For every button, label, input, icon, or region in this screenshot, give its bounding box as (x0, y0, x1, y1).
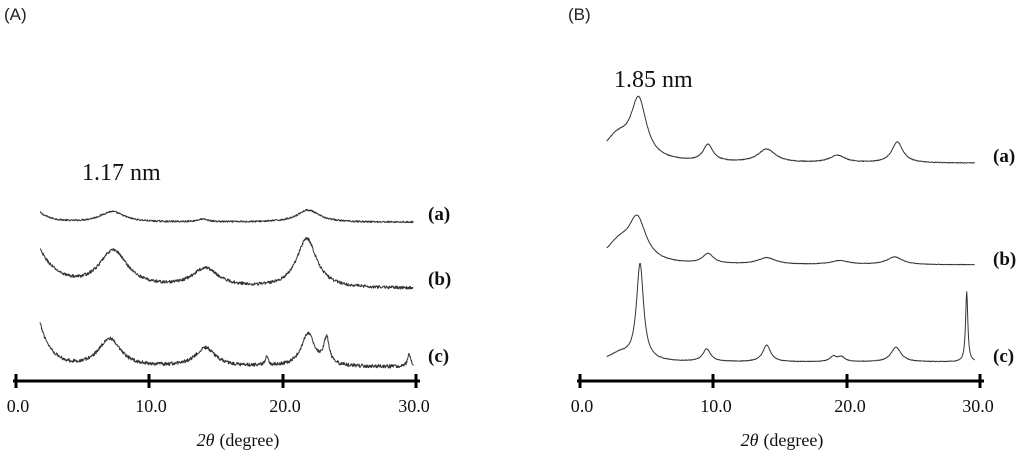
panel-a-trace-a (39, 208, 414, 224)
panel-a-tick-label-10: 10.0 (135, 396, 167, 416)
panel-a-tick-label-20: 20.0 (269, 396, 301, 416)
panel-b-trace-c (606, 262, 975, 363)
panel-b: (B) 1.85 nm (a) (b) (c) 0.0 10.0 20.0 30… (568, 5, 1016, 451)
panel-a-x-axis-symbol: 2θ (197, 430, 215, 450)
panel-a-trace-label-b: (b) (428, 269, 451, 290)
panel-a-annotation: 1.17 nm (82, 160, 161, 186)
panel-a-trace-b (39, 237, 414, 290)
panel-a: (A) 1.17 nm (a) (b) (c) 0.0 10.0 20.0 30… (4, 5, 451, 451)
panel-b-tick-label-0: 0.0 (571, 396, 594, 416)
panel-b-trace-label-a: (a) (993, 146, 1015, 167)
panel-b-tick-label-20: 20.0 (834, 396, 866, 416)
panel-b-annotation: 1.85 nm (614, 67, 693, 93)
panel-a-tick-label-30: 30.0 (398, 396, 430, 416)
panel-b-x-axis-unit: (degree) (763, 430, 823, 451)
panel-b-x-axis-symbol: 2θ (741, 430, 759, 450)
panel-b-tick-label-10: 10.0 (700, 396, 732, 416)
panel-b-x-axis-title: 2θ (degree) (741, 430, 824, 451)
panel-a-trace-label-c: (c) (428, 346, 449, 367)
panel-b-tick-label-30: 30.0 (962, 396, 994, 416)
panel-b-trace-a (606, 95, 976, 164)
panel-a-x-axis-title: 2θ (degree) (197, 430, 280, 451)
panel-b-trace-b (606, 214, 975, 266)
panel-a-x-axis-unit: (degree) (219, 430, 279, 451)
panel-a-trace-c (39, 322, 414, 369)
panel-a-tick-label-0: 0.0 (7, 396, 30, 416)
panel-a-trace-label-a: (a) (428, 204, 450, 225)
panel-a-label: (A) (4, 5, 27, 24)
panel-b-trace-label-c: (c) (993, 346, 1014, 367)
panel-b-label: (B) (568, 5, 591, 24)
panel-b-trace-label-b: (b) (993, 249, 1016, 270)
